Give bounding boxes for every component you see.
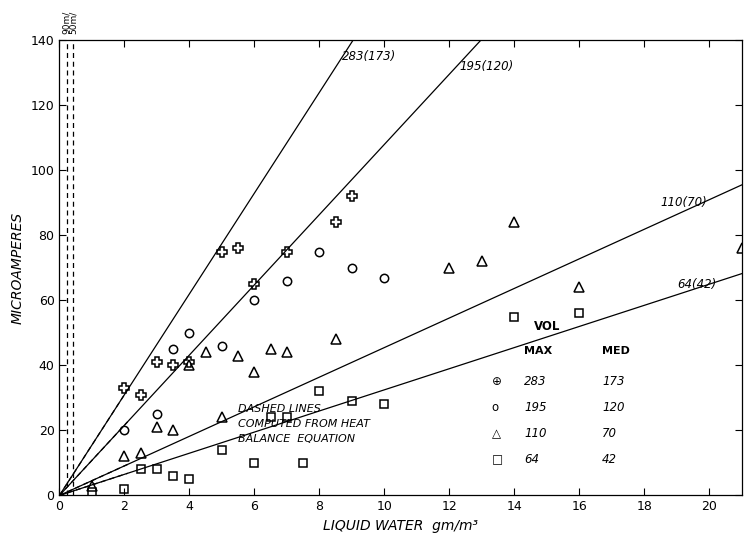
- Text: MED: MED: [602, 346, 630, 356]
- Text: △: △: [492, 427, 501, 440]
- Text: DASHED LINES
COMPUTED FROM HEAT
BALANCE  EQUATION: DASHED LINES COMPUTED FROM HEAT BALANCE …: [238, 404, 370, 444]
- Text: VOL: VOL: [534, 320, 560, 333]
- Text: MAX: MAX: [524, 346, 553, 356]
- Text: 195: 195: [524, 401, 547, 414]
- Text: 173: 173: [602, 375, 625, 388]
- Text: 70: 70: [602, 427, 617, 440]
- Text: o: o: [492, 401, 498, 414]
- Text: 195(120): 195(120): [459, 60, 514, 73]
- Text: 64(42): 64(42): [677, 277, 716, 290]
- Text: 283(173): 283(173): [342, 50, 396, 63]
- X-axis label: LIQUID WATER  gm/m³: LIQUID WATER gm/m³: [323, 519, 478, 533]
- Text: 283: 283: [524, 375, 547, 388]
- Y-axis label: MICROAMPERES: MICROAMPERES: [11, 212, 25, 324]
- Text: 90m/: 90m/: [62, 10, 71, 34]
- Text: 110(70): 110(70): [660, 196, 707, 209]
- Text: 64: 64: [524, 453, 539, 466]
- Text: 50m/: 50m/: [69, 10, 78, 34]
- Text: ⊕: ⊕: [492, 375, 501, 388]
- Text: 110: 110: [524, 427, 547, 440]
- Text: 42: 42: [602, 453, 617, 466]
- Text: 120: 120: [602, 401, 625, 414]
- Text: □: □: [492, 453, 503, 466]
